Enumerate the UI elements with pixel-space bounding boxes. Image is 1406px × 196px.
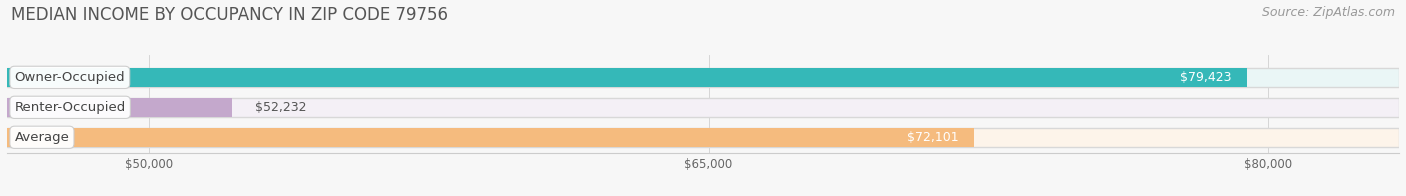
Text: $72,101: $72,101 [907, 131, 959, 144]
Text: MEDIAN INCOME BY OCCUPANCY IN ZIP CODE 79756: MEDIAN INCOME BY OCCUPANCY IN ZIP CODE 7… [11, 6, 449, 24]
Text: Renter-Occupied: Renter-Occupied [14, 101, 125, 114]
Text: Average: Average [14, 131, 69, 144]
Text: Owner-Occupied: Owner-Occupied [14, 71, 125, 84]
Bar [7, 98, 232, 117]
Bar [7, 68, 1247, 87]
Text: $52,232: $52,232 [254, 101, 307, 114]
Bar [7, 98, 1399, 117]
Bar [7, 128, 1399, 147]
Bar [7, 68, 1399, 87]
Text: $79,423: $79,423 [1181, 71, 1232, 84]
Text: Source: ZipAtlas.com: Source: ZipAtlas.com [1261, 6, 1395, 19]
Bar [7, 128, 973, 147]
